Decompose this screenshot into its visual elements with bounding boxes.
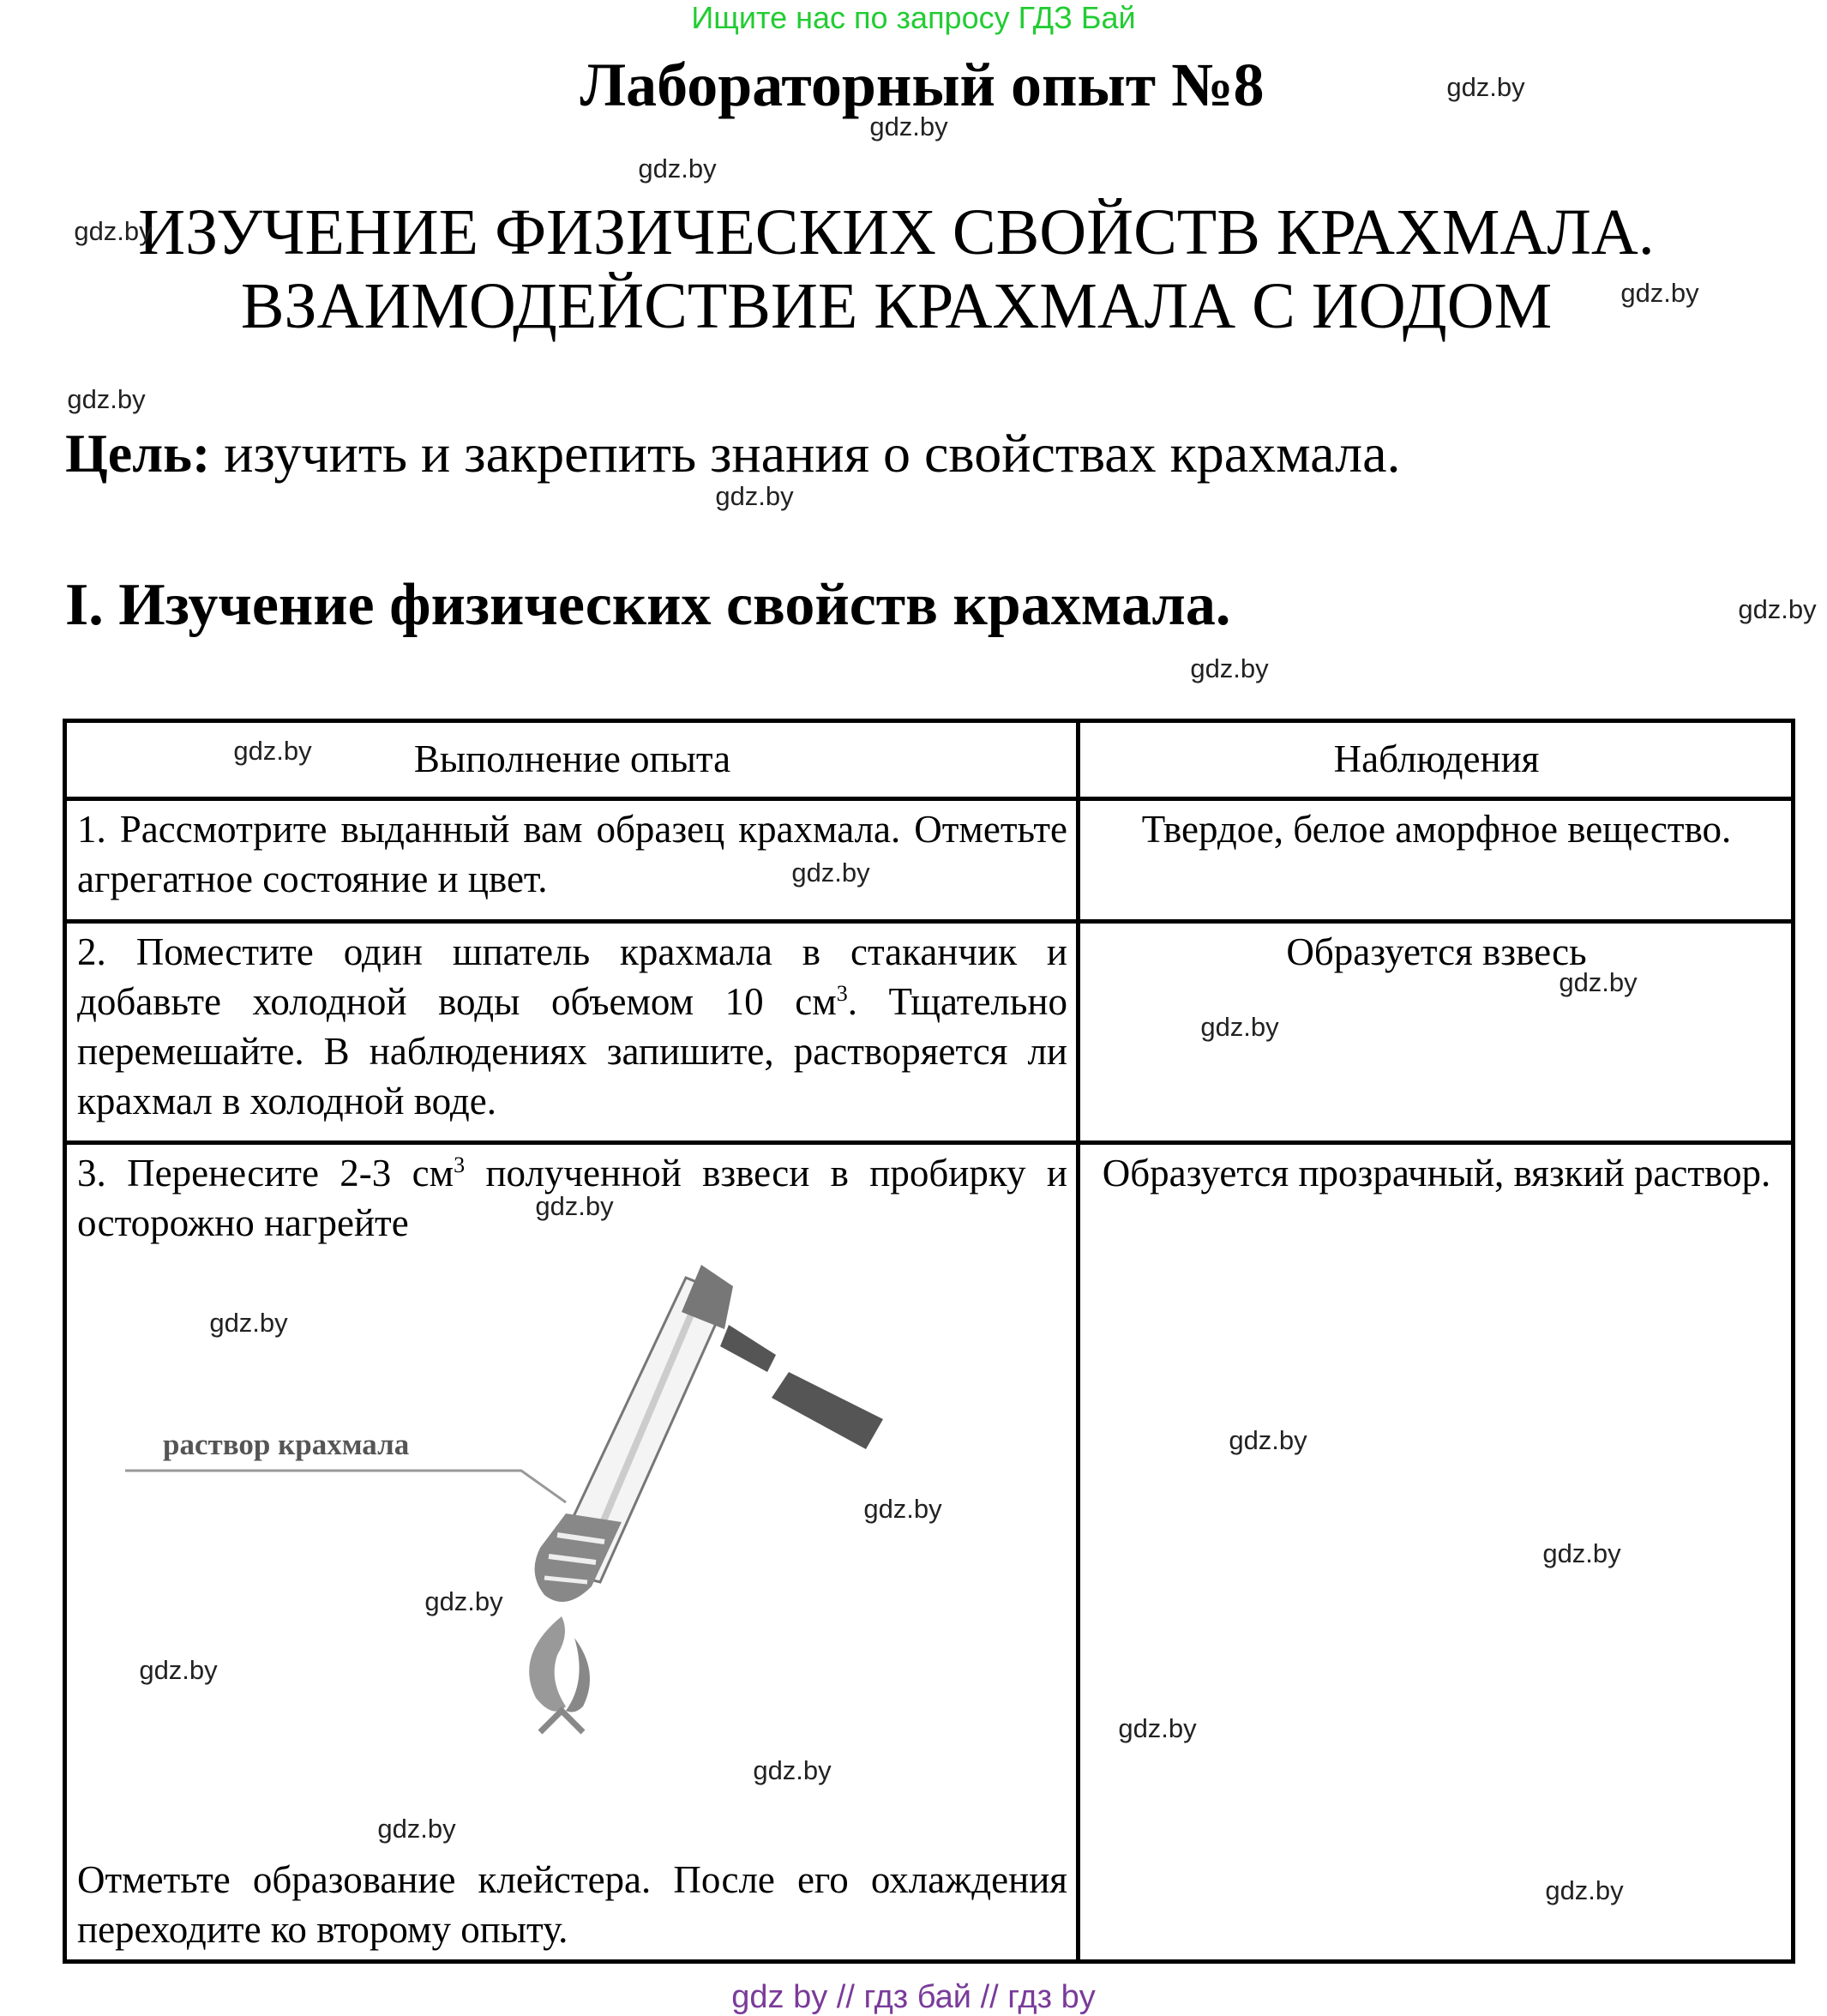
test-tube-icon (534, 1276, 731, 1602)
table-row: 3. Перенесите 2-3 см3 полученной взвеси … (63, 1140, 1795, 1964)
footer-links: gdz by // гдз бай // гдз by (731, 1979, 1096, 2015)
watermark: gdz.by (753, 1755, 832, 1785)
watermark: gdz.by (791, 858, 870, 888)
watermark: gdz.by (1118, 1713, 1197, 1743)
procedure-text: . Тщательно перемешайте. В наблюдениях з… (77, 980, 1067, 1122)
watermark: gdz.by (869, 111, 948, 141)
watermark: gdz.by (715, 481, 794, 511)
watermark: gdz.by (233, 736, 312, 766)
superscript: 3 (836, 981, 848, 1006)
watermark: gdz.by (638, 153, 717, 184)
watermark: gdz.by (535, 1191, 614, 1221)
procedure-text: 2. Поместите один шпатель крахмала в ста… (77, 930, 1067, 1023)
goal-text: изучить и закрепить знания о свойствах к… (224, 423, 1401, 484)
watermark: gdz.by (1542, 1538, 1621, 1568)
procedure-cell: 2. Поместите один шпатель крахмала в ста… (63, 919, 1080, 1145)
watermark: gdz.by (67, 384, 146, 414)
watermark: gdz.by (1738, 594, 1817, 624)
watermark: gdz.by (1545, 1875, 1624, 1905)
procedure-cell: 1. Рассмотрите выданный вам образец крах… (63, 797, 1080, 924)
table-row: 1. Рассмотрите выданный вам образец крах… (63, 797, 1795, 924)
observation-cell: Образуется прозрачный, вязкий раствор. (1076, 1140, 1795, 1964)
watermark: gdz.by (1559, 967, 1638, 997)
header-procedure: Выполнение опыта (63, 719, 1080, 801)
page-subtitle: ИЗУЧЕНИЕ ФИЗИЧЕСКИХ СВОЙСТВ КРАХМАЛА. ВЗ… (0, 196, 1827, 343)
goal-label: Цель: (65, 423, 211, 484)
watermark: gdz.by (74, 216, 153, 246)
watermark: gdz.by (1190, 653, 1269, 683)
subtitle-line-2: ВЗАИМОДЕЙСТВИЕ КРАХМАЛА С ИОДОМ (240, 270, 1553, 342)
procedure-text: 3. Перенесите 2-3 см (77, 1152, 454, 1195)
observation-cell: Образуется взвесь (1076, 919, 1795, 1145)
superscript: 3 (454, 1152, 466, 1177)
table-row: 2. Поместите один шпатель крахмала в ста… (63, 919, 1795, 1145)
flame-icon (529, 1616, 590, 1735)
header-observations: Наблюдения (1076, 719, 1795, 801)
starch-solution-label: раствор крахмала (163, 1428, 410, 1461)
watermark: gdz.by (209, 1308, 288, 1338)
table-header-row: Выполнение опыта Наблюдения (63, 719, 1795, 801)
watermark: gdz.by (1620, 278, 1699, 308)
watermark: gdz.by (139, 1655, 218, 1685)
procedure-text: полученной взвеси в пробирку и осторожно… (77, 1152, 1068, 1244)
experiment-table: Выполнение опыта Наблюдения 1. Рассмотри… (63, 719, 1795, 1964)
goal: Цель: изучить и закрепить знания о свойс… (65, 422, 1400, 485)
subtitle-line-1: ИЗУЧЕНИЕ ФИЗИЧЕСКИХ СВОЙСТВ КРАХМАЛА. (138, 196, 1655, 268)
watermark: gdz.by (1200, 1012, 1279, 1042)
watermark: gdz.by (1446, 72, 1525, 102)
observation-cell: Твердое, белое аморфное вещество. (1076, 797, 1795, 924)
procedure-after-text: Отметьте образование клейстера. После ег… (77, 1858, 1067, 1951)
test-tube-holder-icon (682, 1265, 883, 1449)
watermark: gdz.by (424, 1586, 503, 1616)
search-banner: Ищите нас по запросу ГДЗ Бай (691, 0, 1136, 35)
section-heading: I. Изучение физических свойств крахмала. (65, 572, 1231, 638)
page-title: Лабораторный опыт №8 (580, 51, 1265, 119)
watermark: gdz.by (1229, 1425, 1307, 1455)
watermark: gdz.by (377, 1814, 456, 1844)
watermark: gdz.by (863, 1494, 942, 1524)
starch-solution-pointer-line (125, 1469, 567, 1504)
